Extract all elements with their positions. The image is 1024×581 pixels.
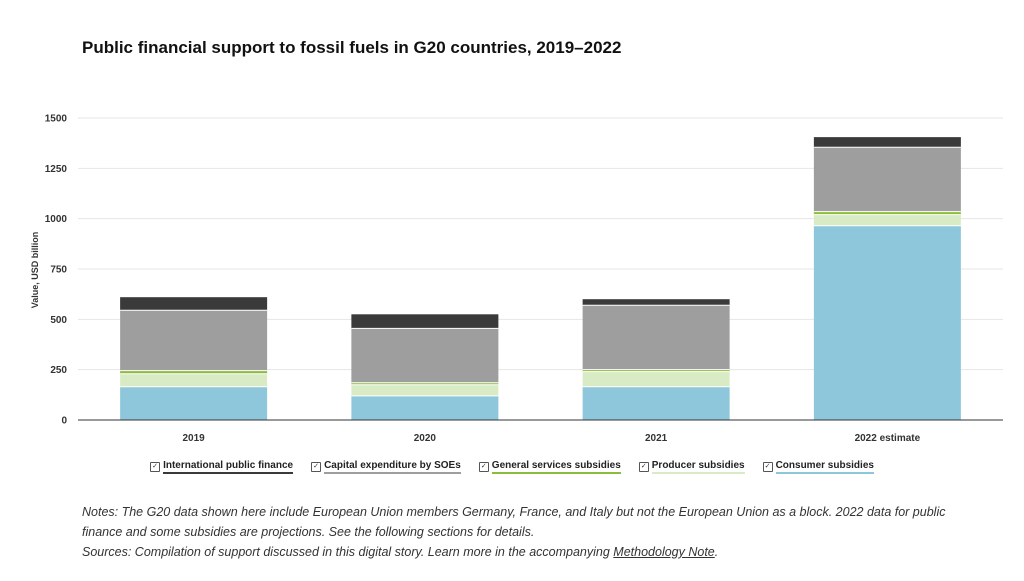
legend-item[interactable]: ✓ Capital expenditure by SOEs (311, 460, 461, 474)
bar-segment (351, 395, 499, 420)
checkbox-icon[interactable]: ✓ (150, 462, 161, 472)
legend-label: International public finance (163, 460, 294, 474)
sources-text: Sources: Compilation of support discusse… (82, 542, 962, 562)
legend-item[interactable]: ✓ General services subsidies (478, 460, 621, 474)
x-tick-label: 2020 (414, 433, 437, 444)
bar-segment (813, 225, 961, 420)
checkbox-icon[interactable]: ✓ (638, 462, 649, 472)
bar-segment (351, 382, 499, 385)
bar-segment (351, 314, 499, 329)
y-tick-label: 750 (50, 265, 67, 276)
bar-segment (351, 384, 499, 396)
bar-segment (120, 370, 268, 374)
notes: Notes: The G20 data shown here include E… (82, 502, 962, 562)
checkbox-icon[interactable]: ✓ (478, 462, 489, 472)
bar-segment (582, 369, 730, 372)
y-tick-label: 1500 (45, 114, 68, 125)
legend-item[interactable]: ✓ International public finance (150, 460, 294, 474)
legend-label: Capital expenditure by SOEs (324, 460, 461, 474)
y-tick-label: 1250 (45, 164, 68, 175)
x-tick-label: 2019 (183, 433, 206, 444)
legend-label: General services subsidies (491, 460, 621, 474)
bar-segment (582, 371, 730, 387)
bar-segment (813, 147, 961, 212)
notes-text: Notes: The G20 data shown here include E… (82, 505, 946, 539)
legend-item[interactable]: ✓ Consumer subsidies (762, 460, 874, 474)
methodology-note-link[interactable]: Methodology Note (613, 545, 715, 559)
bar-segment (582, 386, 730, 420)
page-title: Public financial support to fossil fuels… (82, 38, 622, 57)
y-tick-label: 0 (61, 416, 67, 427)
legend: ✓ International public finance ✓ Capital ex… (0, 460, 1024, 474)
checkbox-icon[interactable]: ✓ (311, 462, 322, 472)
checkbox-icon[interactable]: ✓ (762, 462, 773, 472)
sources-prefix: Sources: Compilation of support discusse… (82, 545, 614, 559)
bar-segment (582, 299, 730, 306)
bar-segment (351, 328, 499, 383)
x-tick-label: 2022 estimate (855, 433, 921, 444)
bars (120, 137, 961, 420)
x-tick-label: 2021 (645, 433, 668, 444)
bar-segment (120, 310, 268, 371)
sources-suffix: . (714, 545, 719, 559)
bar-segment (813, 214, 961, 226)
bar-segment (813, 211, 961, 215)
bar-segment (120, 373, 268, 387)
legend-label: Consumer subsidies (775, 460, 874, 474)
legend-item[interactable]: ✓ Producer subsidies (638, 460, 745, 474)
bar-segment (120, 386, 268, 420)
y-axis-label: Value, USD billion (30, 232, 40, 309)
y-tick-label: 500 (50, 315, 67, 326)
y-tick-label: 250 (50, 365, 67, 376)
bar-segment (582, 305, 730, 370)
bar-segment (813, 137, 961, 148)
stacked-bar-chart: 0 250 500 750 1000 1250 1500 2019 2020 2021 2022 e… (30, 114, 1003, 444)
bar-segment (120, 297, 268, 311)
y-tick-label: 1000 (45, 214, 68, 225)
axes: 0 250 500 750 1000 1250 1500 2019 2020 2021 2022 e… (45, 114, 1003, 444)
legend-label: Producer subsidies (651, 460, 745, 474)
